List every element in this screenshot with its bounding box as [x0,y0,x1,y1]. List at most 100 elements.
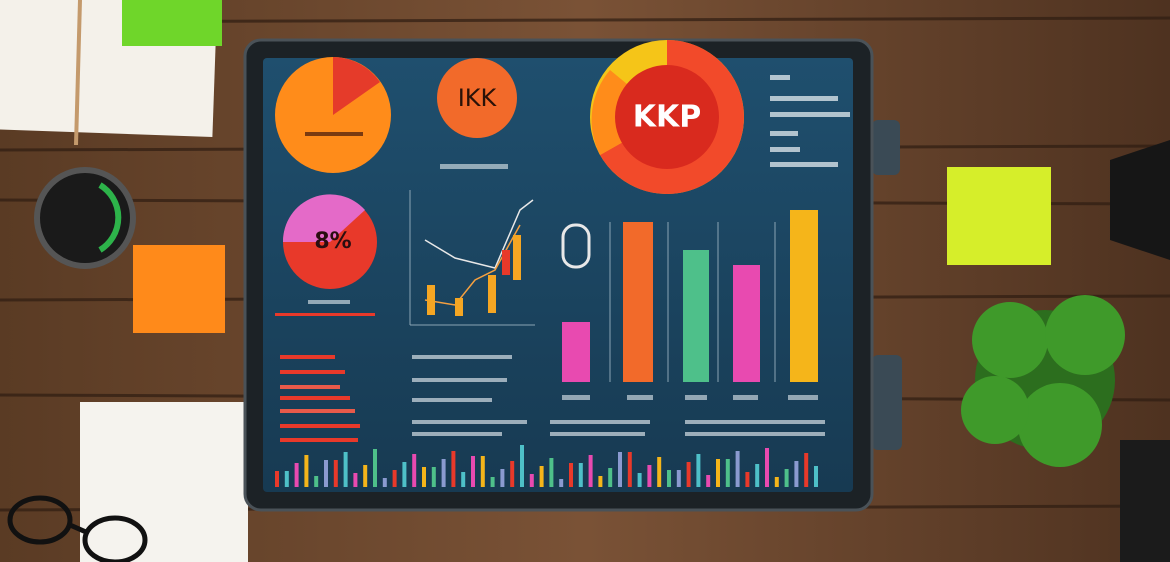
mini-bar [549,458,554,487]
candle [427,285,435,315]
plant-leaves [1018,383,1102,467]
mini-bar [637,473,642,487]
mini-bar [314,476,319,487]
mini-bar [618,452,622,487]
notepad [80,402,248,562]
mini-bar [392,470,397,487]
mini-bar [275,471,279,487]
bar [733,265,760,382]
bar-panel [561,210,818,400]
mini-bar [686,462,691,487]
glasses-lens [7,495,73,545]
mini-bar [402,462,407,487]
text-placeholder [412,355,512,359]
mini-bar [706,475,711,487]
bar [683,250,709,382]
mini-bar [304,455,309,487]
mini-bar [774,477,779,487]
list-bar [280,385,340,389]
mini-bar [363,465,368,487]
list-bar [275,313,375,316]
pie-slice [282,194,365,242]
mini-bar [520,445,524,487]
mini-bar [569,463,573,487]
sticky-note [133,245,225,333]
glasses-lens [82,515,148,562]
phone [1120,440,1170,562]
mini-bar [294,463,299,487]
mini-bar [627,452,632,487]
mini-bar [578,463,583,487]
text-placeholder [550,420,650,424]
text-placeholder [412,420,527,424]
sticky-note [947,167,1051,265]
mini-bar [657,457,662,487]
bar [790,210,818,382]
candle [502,250,510,275]
list-bar [280,396,350,400]
mini-bar [343,452,348,487]
mini-bar [539,466,544,487]
icon-capsule [561,223,591,269]
mini-bar [480,456,485,487]
mini-bar [559,479,564,487]
sticky-note [122,0,222,46]
mini-bar [284,471,289,487]
text-placeholder [770,147,800,152]
mini-bar [814,466,818,487]
mini-bar [696,454,701,487]
text-block [412,355,825,436]
candle [488,275,496,313]
mini-bar [529,474,534,487]
mini-bar [647,465,652,487]
mini-bar [500,469,505,487]
text-placeholder [770,131,798,136]
plant-leaves [972,302,1048,378]
pencil [74,0,82,146]
percent-label: 8% [314,229,351,254]
text-placeholder [412,398,492,402]
mini-bar [412,454,417,487]
text-block [770,75,850,167]
mini-bar [422,467,426,487]
candle-panel [409,190,535,326]
mini-bar [431,467,436,487]
mini-bar [382,478,387,487]
kpi-label: KKP [633,100,701,135]
list-bar [280,370,345,374]
candle [513,235,521,280]
text-placeholder [788,395,818,400]
bar-list [275,313,375,442]
mini-bar [333,460,338,487]
mini-bar [324,460,328,487]
text-placeholder [550,432,645,436]
mini-bar [510,461,515,487]
text-placeholder [412,432,502,436]
plant-leaves [1045,295,1125,375]
list-bar [280,424,360,428]
caption-placeholder [305,132,363,136]
text-placeholder [770,96,838,101]
mini-bar [676,470,681,487]
mini-bar [804,453,809,487]
mini-bar [667,470,671,487]
list-bar [280,355,335,359]
text-placeholder [685,395,707,400]
list-bar [280,438,358,442]
mini-bar [784,469,789,487]
mini-bar [588,455,593,487]
text-placeholder [562,395,590,400]
mini-bar-strip [275,445,818,487]
caption-placeholder [308,300,350,304]
mini-bar [451,451,456,487]
tablet-stand [872,120,900,175]
glasses-bridge [68,522,88,535]
mini-bar [490,477,495,487]
mini-bar [794,461,799,487]
bar [623,222,653,382]
mini-bar [765,448,769,487]
mini-bar [725,459,730,487]
mini-bar [441,459,446,487]
